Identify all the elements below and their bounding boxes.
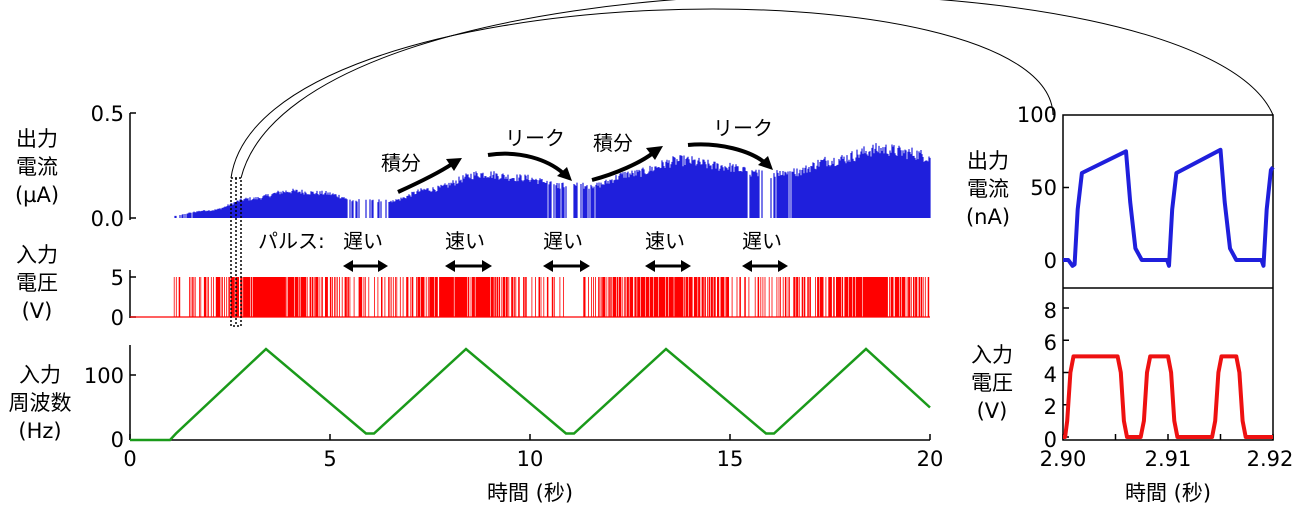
input-frequency-ytick-label: 0 (111, 428, 124, 452)
input-voltage-ylabel-line1: 入力 (16, 243, 58, 267)
output-current-ylabel-line2: 電流 (16, 155, 58, 179)
double-arrow-head-right (580, 260, 590, 272)
input-voltage-ytick-label: 0 (111, 306, 124, 330)
double-arrow-head-right (378, 260, 388, 272)
input-voltage-ytick-label: 5 (111, 266, 124, 290)
input-voltage-panel: 入力 電圧 (V) 5 0 (16, 243, 930, 330)
arrow-integrate-2 (591, 151, 655, 182)
zoom-xtick-label: 2.92 (1247, 447, 1294, 471)
pulse-rate-label: 遅い (742, 229, 782, 253)
output-current-panel: 出力 電流 (µA) 0.5 0.0 (15, 102, 931, 231)
output-current-ytick-label: 0.5 (91, 102, 124, 126)
integration-leak-annotations: 積分 リーク 積分 リーク (381, 116, 773, 194)
arrow-integrate-2-head (646, 146, 663, 160)
time-xtick-label: 15 (717, 447, 744, 471)
input-frequency-ylabel-line1: 入力 (19, 363, 61, 387)
zoom-current-ylabel-line1: 出力 (967, 149, 1009, 173)
double-arrow-head-left (445, 260, 455, 272)
pulse-rate-label: 速い (645, 229, 685, 253)
zoom-xtick-label: 2.90 (1040, 447, 1087, 471)
double-arrow-head-left (343, 260, 353, 272)
time-xtick-label: 0 (123, 447, 136, 471)
zoom-current-ylabel-line2: 電流 (967, 177, 1009, 201)
time-xtick-label: 20 (917, 447, 944, 471)
double-arrow-head-right (681, 260, 691, 272)
annotation-leak-1: リーク (505, 126, 565, 150)
zoom-voltage-ylabel-line1: 入力 (971, 343, 1013, 367)
arrow-leak-1 (487, 151, 565, 175)
output-current-series (174, 143, 931, 218)
zoom-voltage-ytick-label: 8 (1044, 299, 1057, 323)
time-x-ticks (129, 434, 931, 440)
pulse-rate-label: 遅い (543, 229, 583, 253)
zoom-voltage-ylabel-line2: 電圧 (971, 371, 1013, 395)
input-frequency-line (130, 347, 931, 442)
arrow-integrate-1 (397, 162, 454, 194)
input-voltage-pulses (130, 277, 930, 318)
zoom-connector-right (240, 0, 1274, 179)
output-current-ylabel-line3: (µA) (15, 183, 59, 207)
double-arrow-head-right (778, 260, 788, 272)
pulse-rate-label: 遅い (343, 229, 383, 253)
arrow-leak-1-head (557, 167, 572, 181)
double-arrow-head-left (543, 260, 553, 272)
zoom-current-ytick-label: 0 (1044, 249, 1057, 273)
input-voltage-ylabel-line3: (V) (22, 299, 53, 323)
input-frequency-panel: 入力 周波数 (Hz) 100 0 0 5 10 15 20 時間 (秒) (9, 345, 944, 505)
zoom-voltage-ytick-label: 6 (1044, 331, 1057, 355)
zoom-voltage-ytick-label: 2 (1044, 395, 1057, 419)
zoom-xtick-label: 2.91 (1145, 447, 1192, 471)
arrow-leak-2 (687, 142, 766, 164)
zoom-current-ytick-label: 50 (1030, 176, 1057, 200)
zoom-panel: 出力 電流 (nA) 100 50 0 入力 電圧 (V) 8 6 4 2 0 … (966, 103, 1293, 505)
pulse-rate-labels: パルス: 遅い 速い 遅い 速い 遅い (258, 229, 788, 272)
double-arrow-head-left (742, 260, 752, 272)
annotation-leak-2: リーク (713, 116, 773, 140)
output-current-ytick-label: 0.0 (91, 207, 124, 231)
output-current-ylabel-line1: 出力 (16, 127, 58, 151)
output-current-spikes (174, 143, 931, 218)
input-voltage-ylabel-line2: 電圧 (16, 271, 58, 295)
annotation-integrate-1: 積分 (381, 151, 421, 175)
zoom-voltage-ytick-label: 0 (1044, 428, 1057, 452)
input-frequency-ylabel-line2: 周波数 (9, 391, 72, 415)
zoom-xlabel: 時間 (秒) (1125, 481, 1211, 505)
zoom-current-ylabel-line3: (nA) (966, 205, 1010, 229)
pulse-rate-label: 速い (445, 229, 485, 253)
zoom-current-ytick-label: 100 (1017, 103, 1057, 127)
input-frequency-ytick-label: 100 (84, 364, 124, 388)
arrow-leak-2-head (758, 156, 773, 170)
input-frequency-ylabel-line3: (Hz) (18, 419, 61, 443)
arrow-integrate-1-head (446, 158, 462, 171)
pulse-label-prefix: パルス: (258, 229, 325, 253)
zoom-current-line (1063, 147, 1275, 268)
zoom-voltage-ylabel-line3: (V) (977, 399, 1008, 423)
double-arrow-head-left (645, 260, 655, 272)
double-arrow-head-right (482, 260, 492, 272)
annotation-integrate-2: 積分 (593, 131, 633, 155)
time-xlabel: 時間 (秒) (487, 481, 573, 505)
zoom-voltage-ytick-label: 4 (1044, 363, 1057, 387)
time-xtick-label: 10 (517, 447, 544, 471)
zoom-connector-left (230, 8, 1054, 179)
zoom-voltage-line (1063, 354, 1273, 439)
pulse-rate-arrows (343, 260, 788, 272)
time-xtick-label: 5 (323, 447, 336, 471)
input-voltage-pulses-marks (173, 277, 930, 317)
